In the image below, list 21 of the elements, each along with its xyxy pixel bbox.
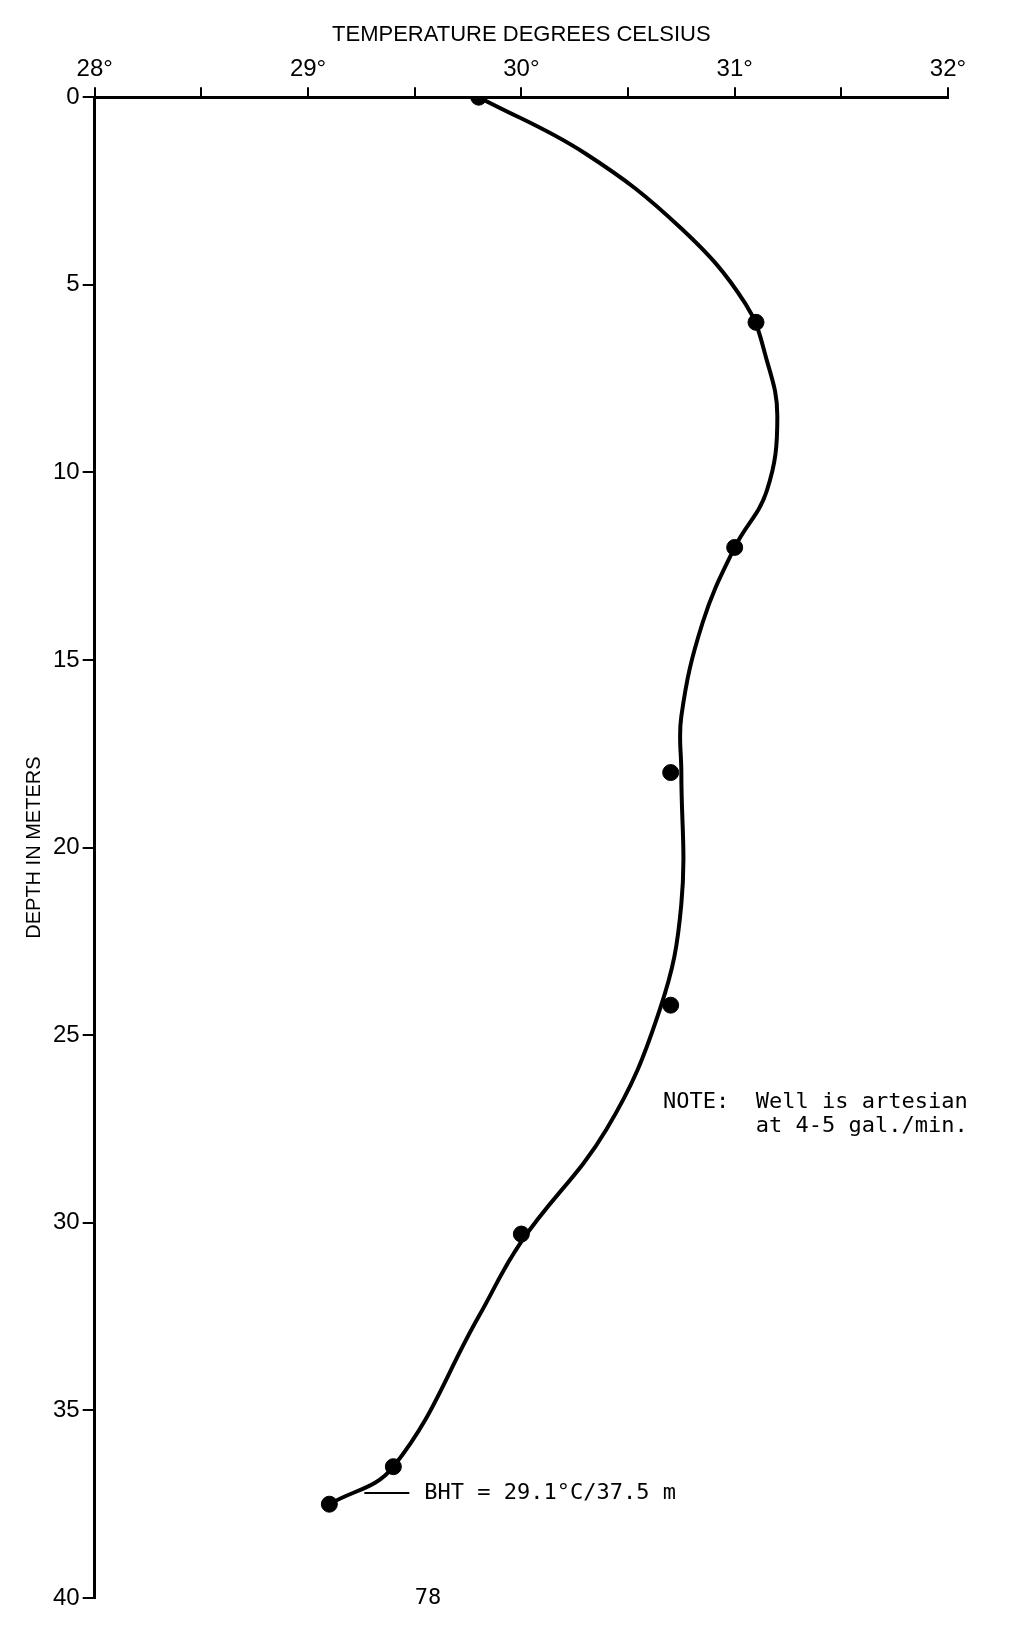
- annotation: BHT = 29.1°C/37.5 m: [424, 1478, 677, 1504]
- x-tick-label: 29°: [289, 54, 327, 82]
- point: [662, 996, 680, 1014]
- x-tick-label: 30°: [503, 54, 540, 82]
- y-tick-label: 10: [52, 457, 80, 485]
- y-tick-label: 35: [52, 1395, 80, 1423]
- annotation: NOTE: Well is artesian at 4-5 gal./min.: [663, 1087, 968, 1137]
- point: [662, 764, 680, 782]
- y-tick-label: 40: [52, 1582, 80, 1610]
- x-tick-label: 32°: [929, 54, 967, 82]
- x-tick-label: 28°: [76, 54, 113, 82]
- y-tick-label: 0: [66, 81, 80, 109]
- y-tick-label: 5: [66, 269, 80, 297]
- y-tick-label: 30: [52, 1207, 80, 1235]
- x-axis-title: TEMPERATURE DEGREES CELSIUS: [332, 21, 711, 47]
- x-tick-label: 31°: [716, 54, 753, 82]
- y-tick-label: 20: [52, 832, 80, 860]
- y-tick-label: 25: [52, 1019, 80, 1047]
- annotation: 78: [414, 1583, 442, 1609]
- y-tick-label: 15: [52, 644, 80, 672]
- y-axis-title: DEPTH IN METERS: [21, 756, 44, 939]
